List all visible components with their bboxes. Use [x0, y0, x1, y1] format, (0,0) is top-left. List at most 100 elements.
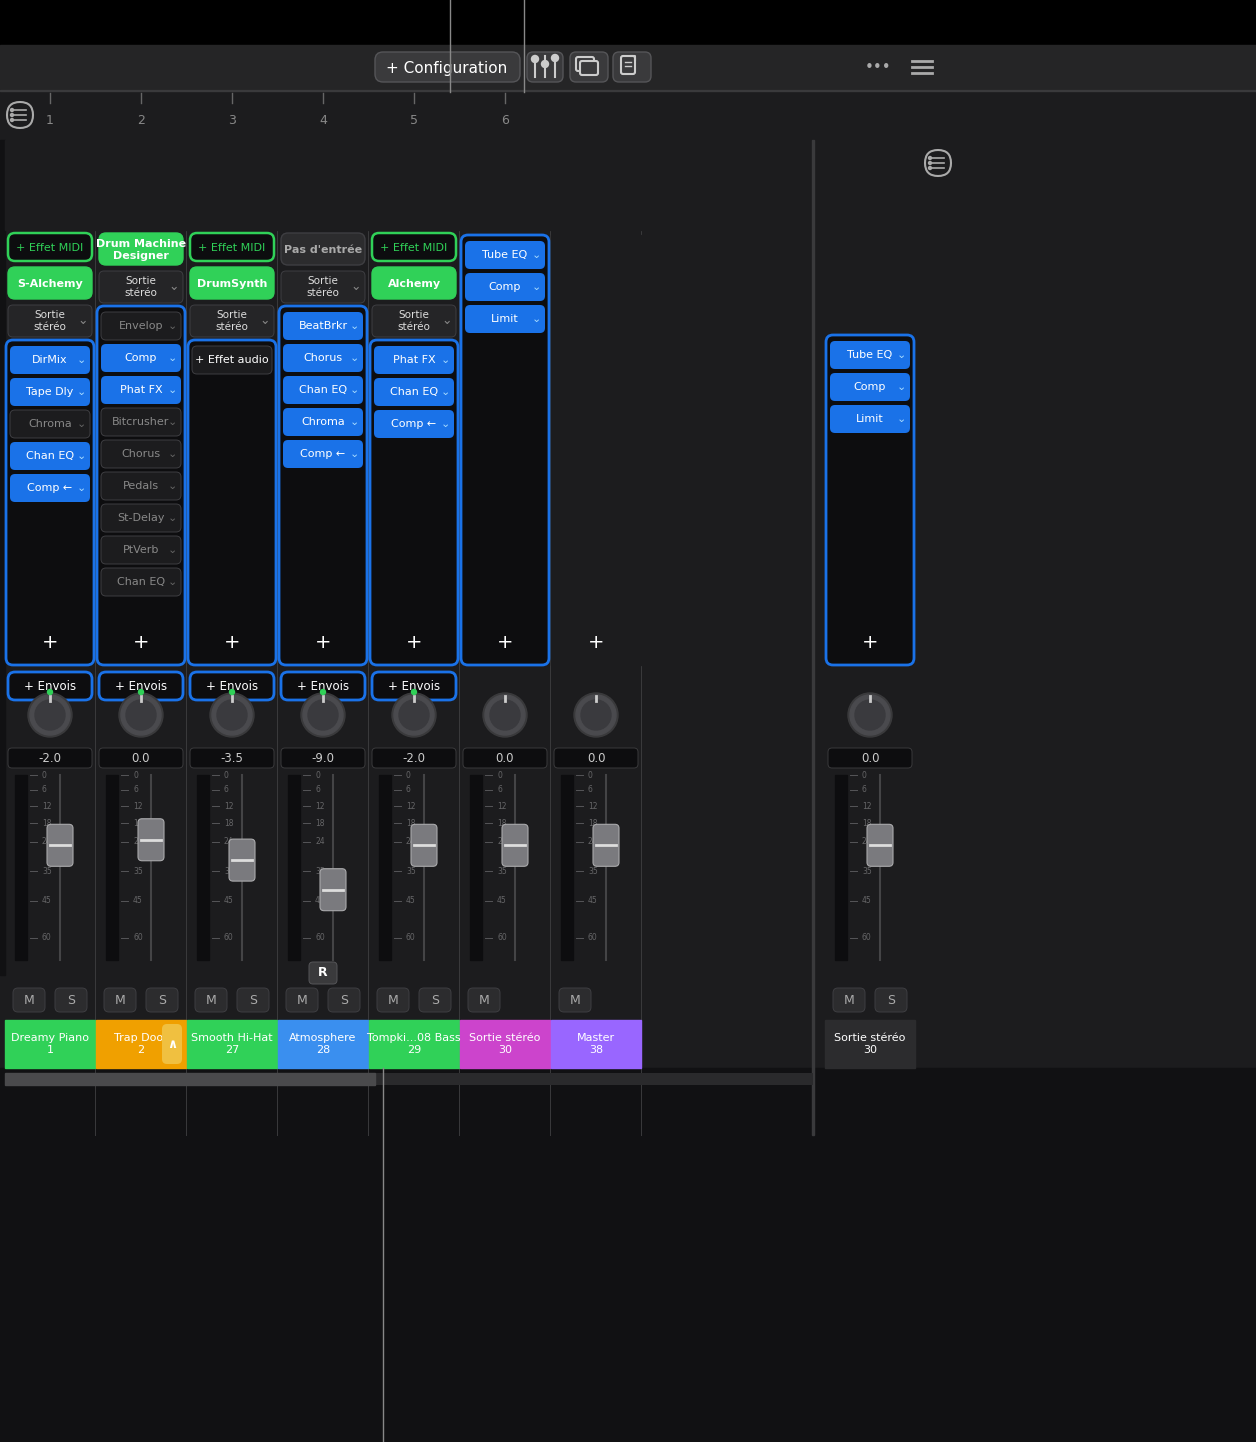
Text: 24: 24: [315, 838, 324, 846]
Text: ⌄: ⌄: [531, 283, 540, 291]
Text: ⌄: ⌄: [77, 451, 85, 461]
Text: 35: 35: [588, 867, 598, 875]
Text: Chan EQ: Chan EQ: [117, 577, 165, 587]
Text: ⌄: ⌄: [167, 577, 177, 587]
FancyBboxPatch shape: [465, 306, 545, 333]
Text: ⌄: ⌄: [167, 322, 177, 332]
Text: 12: 12: [588, 802, 598, 810]
Text: PtVerb: PtVerb: [123, 545, 160, 555]
FancyBboxPatch shape: [100, 345, 181, 372]
Text: ⌄: ⌄: [350, 281, 362, 294]
Text: 12: 12: [133, 802, 142, 810]
FancyBboxPatch shape: [100, 536, 181, 564]
Text: 0: 0: [497, 770, 502, 780]
Bar: [0, 0, 1256, 45]
FancyBboxPatch shape: [195, 988, 227, 1012]
FancyBboxPatch shape: [100, 440, 181, 469]
Text: 12: 12: [497, 802, 506, 810]
Text: ⌄: ⌄: [897, 350, 906, 360]
FancyBboxPatch shape: [100, 311, 181, 340]
Text: 0: 0: [224, 770, 229, 780]
Text: Sortie
stéréo: Sortie stéréo: [306, 277, 339, 298]
FancyBboxPatch shape: [374, 378, 453, 407]
Circle shape: [392, 694, 436, 737]
Text: 6: 6: [224, 786, 229, 795]
Text: 0.0: 0.0: [587, 751, 605, 764]
Circle shape: [303, 695, 343, 735]
Bar: [5, 1073, 376, 1084]
Bar: [278, 1019, 368, 1069]
Text: S: S: [340, 994, 348, 1007]
Text: Smooth Hi-Hat
27: Smooth Hi-Hat 27: [191, 1034, 273, 1054]
Bar: [811, 140, 814, 1135]
Circle shape: [10, 108, 14, 111]
FancyBboxPatch shape: [190, 234, 274, 261]
Circle shape: [28, 694, 72, 737]
FancyBboxPatch shape: [465, 241, 545, 270]
Bar: [825, 140, 916, 480]
Bar: [288, 774, 300, 960]
Text: + Configuration: + Configuration: [387, 61, 507, 75]
Text: 18: 18: [133, 819, 142, 828]
Text: 6: 6: [588, 786, 593, 795]
Text: Bitcrusher: Bitcrusher: [112, 417, 170, 427]
Text: 24: 24: [862, 838, 872, 846]
Bar: [460, 1019, 550, 1069]
Text: 45: 45: [406, 897, 416, 906]
Text: 0: 0: [862, 770, 867, 780]
FancyBboxPatch shape: [283, 408, 363, 435]
FancyBboxPatch shape: [377, 988, 409, 1012]
Circle shape: [574, 694, 618, 737]
FancyBboxPatch shape: [376, 52, 520, 82]
FancyBboxPatch shape: [867, 825, 893, 867]
FancyBboxPatch shape: [99, 672, 183, 699]
Text: Pas d'entrée: Pas d'entrée: [284, 245, 362, 255]
Bar: [551, 140, 641, 231]
Circle shape: [484, 694, 528, 737]
Text: Sortie
stéréo: Sortie stéréo: [398, 310, 431, 332]
Text: ⌄: ⌄: [167, 385, 177, 395]
Text: + Envois: + Envois: [116, 681, 167, 694]
FancyBboxPatch shape: [10, 346, 90, 373]
Text: 35: 35: [497, 867, 506, 875]
FancyBboxPatch shape: [100, 568, 181, 596]
Circle shape: [320, 689, 325, 695]
FancyBboxPatch shape: [328, 988, 360, 1012]
Bar: [5, 140, 95, 231]
Text: M: M: [844, 994, 854, 1007]
Bar: [369, 140, 458, 231]
FancyBboxPatch shape: [281, 234, 365, 265]
Circle shape: [394, 695, 435, 735]
Bar: [187, 1019, 278, 1069]
FancyBboxPatch shape: [875, 988, 907, 1012]
FancyBboxPatch shape: [320, 868, 345, 911]
Text: 35: 35: [41, 867, 51, 875]
Circle shape: [850, 695, 891, 735]
FancyBboxPatch shape: [570, 52, 608, 82]
Text: Chroma: Chroma: [28, 420, 72, 430]
Text: 35: 35: [133, 867, 143, 875]
Text: + Envois: + Envois: [24, 681, 77, 694]
Text: ⌄: ⌄: [897, 382, 906, 392]
Bar: [470, 774, 482, 960]
Text: 35: 35: [406, 867, 416, 875]
Text: 5: 5: [409, 114, 418, 127]
Text: Chan EQ: Chan EQ: [26, 451, 74, 461]
FancyBboxPatch shape: [190, 306, 274, 337]
Text: Limit: Limit: [857, 414, 884, 424]
Text: Chroma: Chroma: [301, 417, 345, 427]
Text: Sortie
stéréo: Sortie stéréo: [34, 310, 67, 332]
Text: ⌄: ⌄: [441, 386, 450, 397]
Text: Comp: Comp: [489, 283, 521, 291]
Text: + Effet MIDI: + Effet MIDI: [381, 244, 447, 252]
Text: 18: 18: [588, 819, 598, 828]
FancyBboxPatch shape: [100, 408, 181, 435]
Text: ⌄: ⌄: [349, 322, 359, 332]
Text: 45: 45: [224, 897, 234, 906]
Circle shape: [541, 61, 549, 68]
Text: 0: 0: [41, 770, 46, 780]
Text: +: +: [133, 633, 149, 652]
FancyBboxPatch shape: [8, 267, 92, 298]
Text: S: S: [431, 994, 440, 1007]
Circle shape: [10, 114, 14, 117]
